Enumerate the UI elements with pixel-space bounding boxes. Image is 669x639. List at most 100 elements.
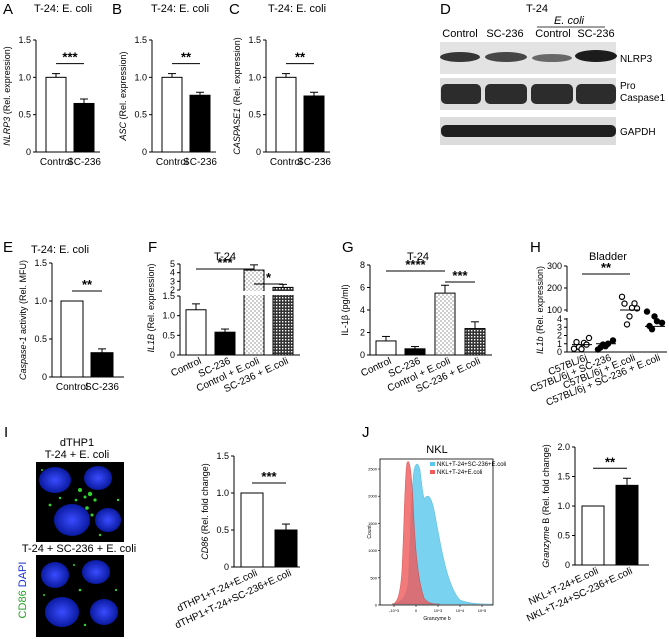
data-point	[631, 300, 638, 307]
y-tick-label: 3	[557, 322, 562, 332]
band-label-nlrp3: NLRP3	[620, 54, 653, 65]
cd86-signal	[43, 564, 118, 627]
band	[440, 52, 480, 62]
y-tick-label: 0	[170, 350, 175, 360]
band	[485, 84, 527, 104]
western-blot: T-24 E. coli Control SC-236 Control SC-2…	[440, 3, 665, 145]
panel-h-title: Bladder	[589, 251, 627, 263]
y-tick-label: 0.5	[248, 110, 261, 120]
y-axis-label-g: IL-1β (pg/ml)	[340, 284, 350, 335]
hist-legend-1: NKL+T-24+SC-236+E.coli	[437, 462, 506, 468]
y-tick-label: 1.5	[248, 35, 261, 45]
img-title-2: T-24 + SC-236 + E. coli	[22, 543, 136, 555]
ylabel-gene: Caspase-1	[18, 336, 28, 380]
blot-group-label: E. coli	[554, 15, 585, 27]
bar-1	[214, 331, 236, 356]
panel-letter-a: A	[3, 1, 13, 18]
band-label-procaspase1-line2: Caspase1	[620, 93, 665, 104]
y-tick-label: 0	[360, 350, 365, 360]
ylabel-rest: (Rel. expression)	[118, 51, 128, 122]
y-axis-label-I: CD86 (Rel. fold change)	[200, 463, 210, 560]
nucleus	[41, 562, 69, 588]
data-point	[597, 344, 604, 351]
hist-xlabel: Granzyme b	[423, 616, 450, 622]
scalebar-label-1: 5 μm	[114, 536, 124, 541]
y-axis-label-A: NLRP3 (Rel. expression)	[2, 46, 12, 146]
ylabel-gene: IL1b	[535, 337, 545, 355]
bar-0	[185, 309, 207, 356]
x-tick-label: Control	[270, 157, 302, 168]
bar-1	[615, 484, 639, 566]
hist-x-tick-label: -10^3	[389, 608, 400, 613]
y-tick-label: 0.5	[162, 330, 175, 340]
sig-stars-2: *	[266, 270, 272, 285]
y-tick-label: 0	[224, 562, 229, 572]
band	[575, 50, 617, 62]
hist-x-tick-label: 10^5	[478, 608, 487, 613]
panel-a-title: T-24: E. coli	[34, 3, 92, 15]
y-tick-label: 0.5	[216, 525, 229, 535]
blot-lane-1: Control	[442, 28, 477, 40]
ylabel-rest: (Rel. expression)	[535, 266, 545, 337]
panel-letter-c: C	[229, 1, 240, 18]
x-tick-label: Control	[56, 382, 88, 393]
band	[531, 84, 573, 104]
data-point	[609, 337, 617, 344]
y-tick-label: 1.0	[248, 72, 261, 82]
y-tick-label: 1	[557, 339, 562, 349]
y-axis-label-J: Granzyme B (Rel. fold change)	[541, 444, 551, 568]
ylabel-gene: ASC	[118, 122, 128, 142]
y-tick-label: 1.5	[134, 35, 147, 45]
y-tick-label: 1.0	[18, 72, 31, 82]
y-tick-label: 1.0	[134, 72, 147, 82]
panel-letter-b: B	[112, 1, 122, 18]
bar-0	[581, 505, 605, 566]
img-title-line2: T-24 + E. coli	[45, 449, 110, 461]
hist-legend-swatch-1	[430, 462, 435, 466]
sig-stars: ***	[261, 469, 277, 484]
data-point	[651, 313, 658, 320]
panel-letter-f: F	[148, 239, 157, 256]
y-axis-label-C: CASPASE1 (Rel. expression)	[232, 37, 242, 154]
stain-label: CD86 DAPI	[17, 562, 29, 619]
axis-break-gap	[272, 291, 294, 295]
bar-1	[90, 352, 114, 378]
bar-1	[303, 95, 325, 153]
data-point	[623, 321, 631, 328]
band	[441, 84, 481, 104]
ylabel-rest: (Rel. expression)	[232, 37, 242, 108]
x-tick-label: SC-236	[67, 157, 101, 168]
ylabel-rest: (Rel. expression)	[2, 46, 12, 117]
blot-lane-4: SC-236	[577, 28, 614, 40]
y-axis-label-f: IL1B (Rel. expression)	[146, 263, 156, 352]
bar-0	[375, 340, 397, 356]
bar-0	[45, 76, 67, 153]
x-tick-label: Control	[40, 157, 72, 168]
bar-0	[161, 76, 183, 153]
y-tick-label: 5	[170, 259, 175, 269]
y-tick-label: 1.5	[162, 291, 175, 301]
band-label-gapdh: GAPDH	[620, 127, 656, 138]
y-tick-label: 6	[360, 283, 365, 293]
band-label-procaspase1-line1: Pro	[620, 81, 636, 92]
ylabel-rest: activity (Rel. MFU)	[18, 260, 28, 337]
y-tick-label: 4	[360, 305, 365, 315]
y-tick-label: 0	[557, 347, 562, 357]
nucleus	[54, 504, 90, 536]
bar-0	[60, 300, 84, 378]
hist-y-tick-label: 1500	[368, 521, 378, 526]
hist-y-tick-label: 2500	[368, 467, 378, 472]
y-tick-label: 2	[170, 285, 175, 295]
y-tick-label: 4	[557, 314, 562, 324]
band	[441, 125, 616, 137]
sig-stars-2: ***	[452, 268, 468, 283]
data-point	[573, 338, 580, 346]
y-tick-label: 300	[547, 261, 562, 271]
panel-g-title: T-24	[407, 251, 429, 263]
x-tick-label: Control	[156, 157, 188, 168]
x-tick-label: SC-236	[297, 157, 331, 168]
panel-letter-g: G	[342, 239, 354, 256]
hist-x-tick-label: 0	[415, 608, 418, 613]
bar-1	[274, 529, 298, 568]
